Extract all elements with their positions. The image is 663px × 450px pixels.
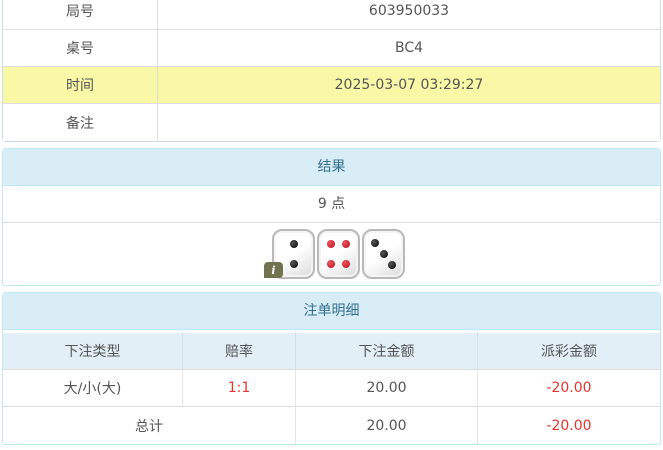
column-header-payout: 派彩金额 <box>477 330 660 370</box>
die-dot <box>326 260 335 269</box>
result-panel: 结果 9 点 i <box>2 148 661 286</box>
info-value-remark <box>158 104 660 141</box>
die-3-icon <box>362 229 405 279</box>
result-points: 9 点 <box>3 186 660 223</box>
die-dot <box>326 239 335 248</box>
game-info-table: 局号 603950033 桌号 BC4 时间 2025-03-07 03:29:… <box>2 0 661 142</box>
total-label: 总计 <box>3 407 295 444</box>
info-value-table: BC4 <box>158 30 660 67</box>
info-label-round: 局号 <box>3 0 158 30</box>
dice-group: i <box>264 229 406 279</box>
info-badge-icon[interactable]: i <box>264 262 283 278</box>
bet-odds: 1:1 <box>182 370 295 407</box>
die-4-icon <box>317 229 360 279</box>
bet-payout: -20.00 <box>477 370 660 407</box>
info-value-round: 603950033 <box>158 0 660 30</box>
info-label-table: 桌号 <box>3 30 158 67</box>
total-amount: 20.00 <box>295 407 477 444</box>
die-dot <box>388 260 397 269</box>
die-dot <box>289 239 298 248</box>
die-dot <box>370 239 379 248</box>
info-row-round: 局号 603950033 <box>3 0 660 30</box>
bets-panel-title: 注单明细 <box>3 293 660 330</box>
column-header-odds: 赔率 <box>182 330 295 370</box>
die-dot <box>342 239 351 248</box>
column-header-bet-type: 下注类型 <box>3 330 182 370</box>
info-label-remark: 备注 <box>3 104 158 141</box>
bet-type: 大/小(大) <box>3 370 182 407</box>
die-dot <box>289 260 298 269</box>
info-row-time: 时间 2025-03-07 03:29:27 <box>3 67 660 104</box>
total-row: 总计 20.00 -20.00 <box>3 407 660 444</box>
column-header-bet-amount: 下注金额 <box>295 330 477 370</box>
total-payout: -20.00 <box>477 407 660 444</box>
bets-table: 下注类型 赔率 下注金额 派彩金额 大/小(大) 1:1 20.00 -20.0… <box>3 330 660 444</box>
info-label-time: 时间 <box>3 67 158 104</box>
bets-panel: 注单明细 下注类型 赔率 下注金额 派彩金额 大/小(大) 1:1 20.00 … <box>2 292 661 445</box>
bets-header-row: 下注类型 赔率 下注金额 派彩金额 <box>3 330 660 370</box>
info-row-table: 桌号 BC4 <box>3 30 660 67</box>
dice-row: i <box>3 223 660 285</box>
info-row-remark: 备注 <box>3 104 660 141</box>
bet-row: 大/小(大) 1:1 20.00 -20.00 <box>3 370 660 407</box>
info-value-time: 2025-03-07 03:29:27 <box>158 67 660 104</box>
result-panel-title: 结果 <box>3 149 660 186</box>
die-dot <box>342 260 351 269</box>
die-dot <box>379 250 388 258</box>
bet-amount: 20.00 <box>295 370 477 407</box>
